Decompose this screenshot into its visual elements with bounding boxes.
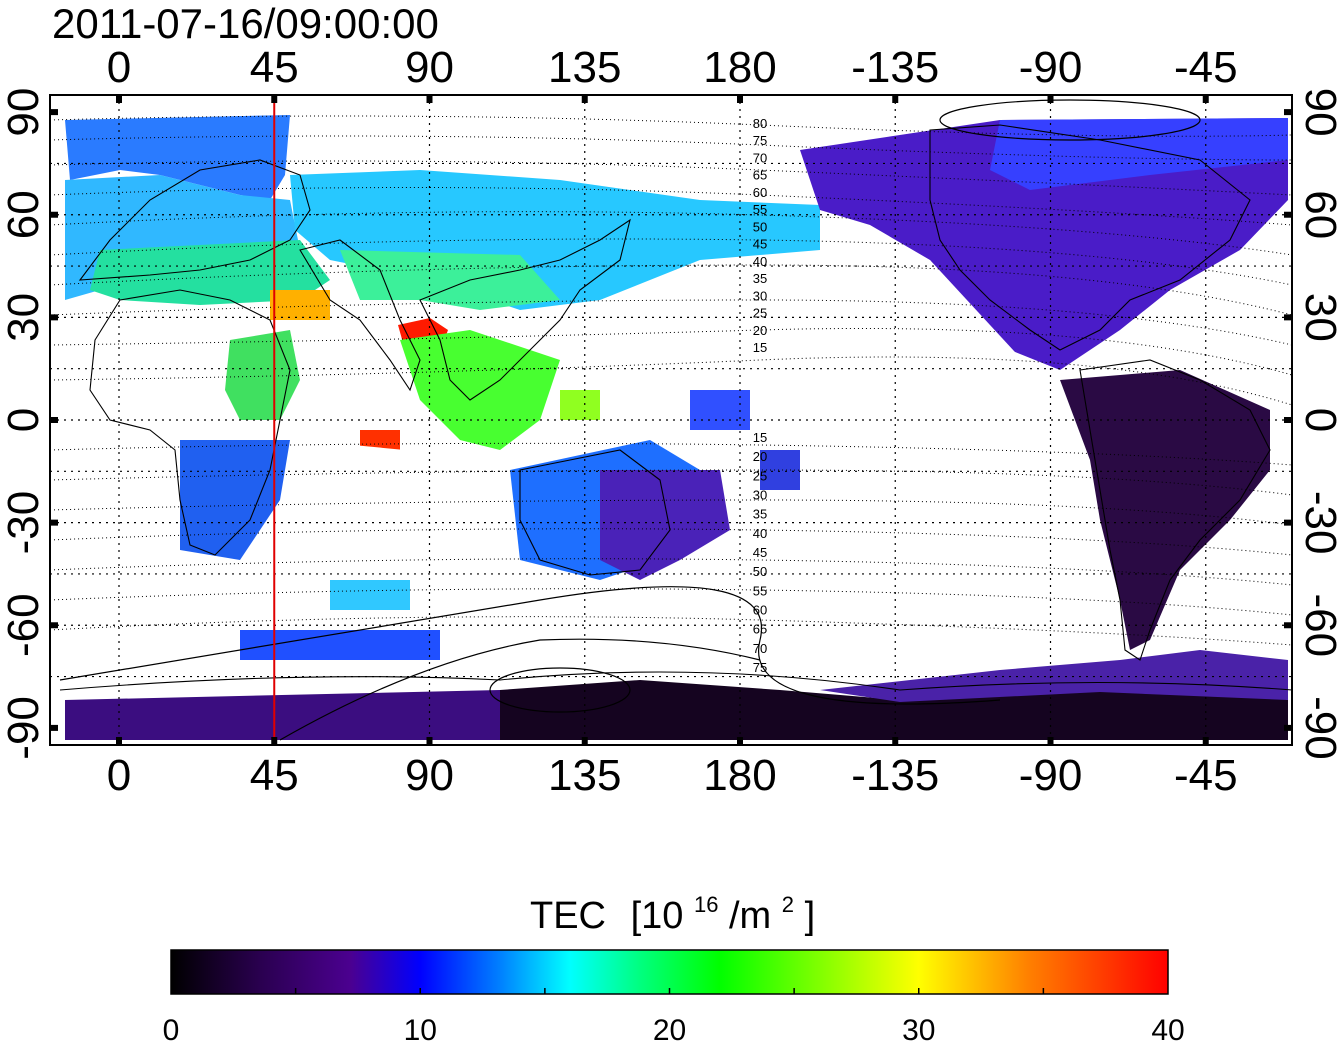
tec-region-oceania (600, 470, 730, 580)
contour-label: 30 (753, 288, 767, 303)
lon-label-bottom: -45 (1174, 751, 1238, 800)
lon-label-bottom: 0 (107, 751, 131, 800)
colorbar-tick-label: 40 (1151, 1014, 1184, 1042)
contour-label: 25 (753, 468, 767, 483)
contour-label: 30 (753, 488, 767, 503)
tec-patch (560, 390, 600, 420)
contour-label: 50 (753, 564, 767, 579)
lon-label-top: 90 (405, 43, 454, 92)
lon-label-bottom: 180 (703, 751, 776, 800)
colorbar-ticks: 0 10 20 30 40 (163, 988, 1185, 1042)
lat-label-left: -90 (0, 696, 48, 760)
contour-label: 35 (753, 507, 767, 522)
tec-region-asia-green (340, 250, 560, 310)
lon-label-bottom: -135 (851, 751, 939, 800)
lat-label-right: 60 (1296, 190, 1340, 239)
contour-label: 75 (753, 133, 767, 148)
tec-region-na-blue (990, 118, 1288, 190)
tec-patch (360, 430, 400, 450)
lat-label-left: 90 (0, 88, 48, 137)
tec-region-europe (65, 115, 290, 200)
contour-label: 70 (753, 150, 767, 165)
colorbar: TEC [10 16 /m 2 ] 0 10 20 30 40 (163, 879, 1185, 1042)
contour-label: 35 (753, 271, 767, 286)
contour-label: 80 (753, 116, 767, 131)
contour-label: 15 (753, 430, 767, 445)
tec-region-southern-band (65, 690, 500, 740)
colorbar-tick-label: 10 (404, 1014, 437, 1042)
contour-label: 65 (753, 622, 767, 637)
tec-region-africa (225, 330, 300, 420)
coastlines (59, 124, 1292, 691)
tec-region-mediterranean (90, 240, 330, 305)
colorbar-title: TEC [10 16 /m 2 ] (530, 879, 815, 937)
lon-label-bottom: 45 (250, 751, 299, 800)
timestamp-title: 2011-07-16/09:00:00 (52, 0, 439, 47)
tec-region-south-pacific (820, 650, 1288, 702)
lat-label-right: 30 (1296, 293, 1340, 342)
lon-label-top: -90 (1019, 43, 1083, 92)
lat-label-right: 0 (1296, 408, 1340, 432)
contour-label: 45 (753, 237, 767, 252)
lon-label-bottom: 90 (405, 751, 454, 800)
latitude-labels-left: 90 60 30 0 -30 -60 -90 (0, 88, 48, 760)
axis-tick-marks (50, 95, 1292, 745)
contour-labels-north: 80 75 70 65 60 55 50 45 40 35 30 25 20 15 (753, 116, 767, 355)
tec-patch (330, 580, 410, 610)
contour-label: 40 (753, 254, 767, 269)
magnetic-contours (50, 115, 1292, 646)
longitude-labels-bottom: 0 45 90 135 180 -135 -90 -45 (107, 751, 1238, 800)
lat-label-left: -30 (0, 491, 48, 555)
polar-contours (59, 99, 1201, 741)
lon-label-top: 45 (250, 43, 299, 92)
tec-patch (690, 390, 750, 430)
lon-label-top: 180 (703, 43, 776, 92)
contour-label: 15 (753, 340, 767, 355)
lat-label-left: 30 (0, 293, 48, 342)
latitude-labels-right: 90 60 30 0 -30 -60 -90 (1296, 88, 1340, 760)
contour-label: 60 (753, 603, 767, 618)
tec-region-north-america (800, 118, 1288, 370)
colorbar-tick-label: 20 (653, 1014, 686, 1042)
colorbar-gradient (170, 949, 1169, 995)
tec-region-antarctica (500, 680, 1288, 740)
tec-region-africa-south (180, 440, 290, 560)
contour-label: 70 (753, 641, 767, 656)
lon-label-bottom: 135 (548, 751, 621, 800)
lat-label-right: -60 (1296, 593, 1340, 657)
contour-label: 75 (753, 660, 767, 675)
contour-label: 20 (753, 323, 767, 338)
lat-label-left: 0 (0, 408, 48, 432)
lon-label-top: 135 (548, 43, 621, 92)
longitude-labels-top: 0 45 90 135 180 -135 -90 -45 (107, 43, 1238, 92)
lon-label-top: -45 (1174, 43, 1238, 92)
contour-label: 25 (753, 306, 767, 321)
lat-label-right: 90 (1296, 88, 1340, 137)
contour-labels-south: 15 20 25 30 35 40 45 50 55 60 65 70 75 (753, 430, 767, 675)
lat-label-left: -60 (0, 593, 48, 657)
lat-label-right: -90 (1296, 696, 1340, 760)
contour-label: 50 (753, 219, 767, 234)
tec-patch (270, 290, 330, 320)
lon-label-bottom: -90 (1019, 751, 1083, 800)
contour-label: 65 (753, 168, 767, 183)
contour-label: 55 (753, 202, 767, 217)
tec-region-south-america (1060, 370, 1270, 650)
lat-label-left: 60 (0, 190, 48, 239)
colorbar-tick-label: 30 (902, 1014, 935, 1042)
lat-label-right: -30 (1296, 491, 1340, 555)
no-data-gaps (70, 260, 1050, 670)
colorbar-tick-label: 0 (163, 1014, 180, 1042)
map-panel: 80 75 70 65 60 55 50 45 40 35 30 25 20 15 15 20 25 30 35 4… (49, 94, 1293, 746)
contour-label: 20 (753, 449, 767, 464)
lon-label-top: -135 (851, 43, 939, 92)
contour-label: 40 (753, 526, 767, 541)
lon-label-top: 0 (107, 43, 131, 92)
contour-label: 55 (753, 583, 767, 598)
contour-label: 60 (753, 185, 767, 200)
contour-label: 45 (753, 545, 767, 560)
